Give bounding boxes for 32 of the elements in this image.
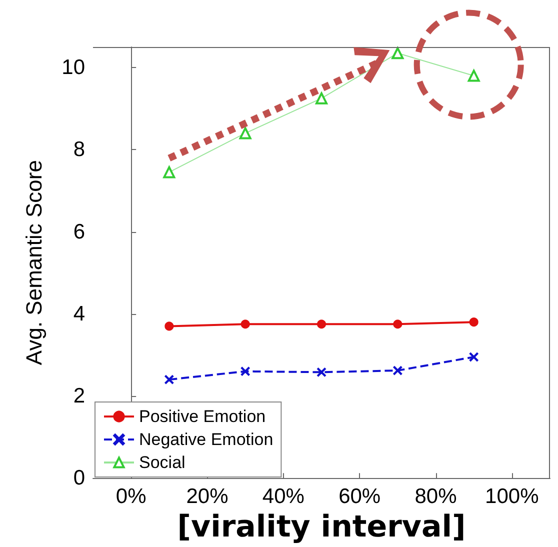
point — [240, 366, 250, 376]
y-tick-label: 10 — [62, 56, 85, 80]
point — [317, 320, 326, 329]
x-axis-title: [virality interval] — [177, 510, 466, 544]
point — [164, 322, 174, 331]
point — [468, 70, 480, 82]
point — [316, 92, 328, 104]
x-tick-label: 40% — [262, 485, 304, 508]
legend-label: Positive Emotion — [139, 407, 266, 426]
y-tick-label: 8 — [73, 138, 85, 162]
legend-label: Negative Emotion — [139, 430, 274, 449]
point — [163, 166, 176, 178]
y-tick-label: 4 — [73, 302, 86, 326]
legend-label: Social — [139, 453, 186, 472]
x-tick-label: 0% — [116, 485, 146, 508]
point — [317, 368, 326, 377]
point — [164, 375, 174, 384]
point — [469, 318, 478, 327]
y-tick-label: 6 — [73, 220, 85, 244]
y-axis-title: Avg. Semantic Score — [22, 160, 46, 366]
point — [393, 320, 402, 329]
y-tick-label: 2 — [73, 384, 85, 408]
x-tick-label: 80% — [414, 485, 457, 508]
point — [239, 127, 252, 140]
y-tick-label: 0 — [73, 466, 85, 490]
x-tick-label: 20% — [186, 485, 228, 508]
point — [392, 47, 404, 60]
x-tick-label: 100% — [485, 485, 539, 508]
point — [469, 352, 478, 362]
x-tick-label: 60% — [338, 485, 381, 508]
point — [393, 366, 402, 376]
point — [240, 320, 250, 329]
